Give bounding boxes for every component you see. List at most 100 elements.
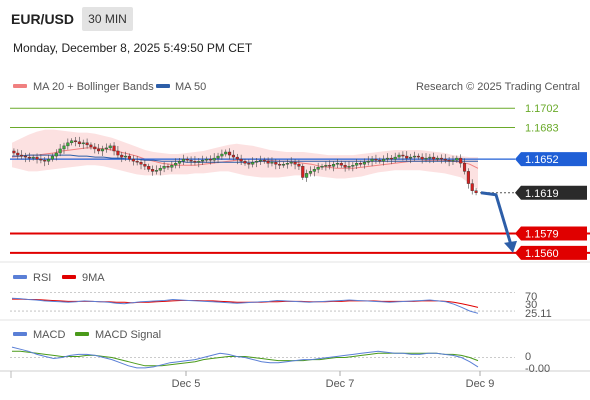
candle-body — [47, 158, 51, 162]
candle-body — [447, 159, 451, 162]
candle-body — [351, 165, 355, 167]
candle-body — [228, 151, 232, 156]
candle-body — [470, 183, 474, 191]
candle-body — [147, 166, 151, 170]
candle-body — [39, 158, 43, 161]
candle-body — [385, 157, 390, 160]
candle-body — [443, 158, 447, 161]
candle-body — [16, 152, 20, 156]
level-label-1.1579: 1.1579 — [525, 229, 559, 241]
rsi-level-30-label: 30 — [525, 299, 537, 311]
level-label-1.1619: 1.1619 — [525, 188, 559, 200]
candle-body — [459, 157, 463, 164]
candle-body — [420, 156, 424, 160]
candle-body — [305, 173, 309, 178]
candle-body — [335, 163, 339, 165]
rsi-panel — [10, 292, 515, 314]
candle-body — [466, 171, 470, 184]
candle-body — [281, 164, 286, 166]
candle-body — [374, 158, 378, 161]
candle-body — [355, 163, 359, 166]
datetime-label: Monday, December 8, 2025 5:49:50 PM CET — [13, 41, 253, 55]
candle-body — [204, 158, 209, 161]
candle-body — [366, 160, 370, 163]
candle-body — [274, 161, 278, 165]
macd-zero-label: 0 — [525, 351, 531, 363]
candle-body — [197, 160, 201, 163]
level-tag-1.1619 — [515, 185, 587, 200]
candle-body — [301, 166, 305, 178]
candle-body — [220, 153, 224, 157]
projection-arrow — [480, 191, 517, 253]
ma50-legend-swatch — [156, 84, 170, 88]
rsi-ma-legend-label: 9MA — [82, 272, 105, 284]
candle-body — [289, 161, 293, 164]
candle-body — [378, 159, 382, 162]
candle-body — [409, 156, 413, 159]
candle-body — [255, 160, 259, 163]
rsi-level-70-label: 70 — [525, 291, 537, 303]
projection-line — [480, 191, 513, 246]
level-label-1.1560: 1.1560 — [525, 248, 559, 260]
candle-body — [436, 157, 440, 160]
chart-header: EUR/USD 30 MIN Monday, December 8, 2025 … — [0, 0, 590, 70]
level-tag-1.1652 — [515, 152, 587, 167]
ma20-legend-label: MA 20 + Bollinger Bands — [33, 81, 154, 93]
candle-body — [455, 157, 459, 161]
candle-body — [166, 166, 170, 168]
level-price-labels: 1.1702 1.1683 1.1652 1.1619 1.1579 1.1560 — [515, 103, 587, 260]
candle-body — [370, 158, 374, 162]
projection-arrowhead — [504, 240, 517, 253]
candle-body — [278, 164, 282, 166]
candle-body — [50, 155, 54, 160]
candle-body — [224, 151, 228, 155]
macd-signal-legend-swatch — [75, 332, 89, 336]
candle-body — [131, 158, 135, 162]
candle-body — [451, 159, 455, 162]
candle-body — [54, 152, 58, 157]
candle-body — [116, 150, 120, 156]
candle-body — [462, 163, 467, 172]
support-resistance-levels — [10, 107, 590, 254]
candle-body — [231, 154, 235, 158]
x-tick-label: Dec 7 — [326, 378, 355, 390]
candle-body — [77, 141, 81, 145]
macd-legend-label: MACD — [33, 329, 65, 341]
candle-body — [266, 160, 270, 164]
macd-legend-swatch — [13, 332, 27, 336]
candle-body — [89, 144, 93, 148]
candle-body — [85, 142, 89, 146]
level-tag-1.1560 — [515, 245, 587, 260]
ma20-legend-swatch — [13, 84, 27, 88]
candle-body — [332, 164, 336, 167]
candle-body — [66, 142, 70, 147]
candle-body — [73, 140, 78, 143]
rsi-legend-label: RSI — [33, 272, 51, 284]
candle-body — [416, 155, 420, 158]
candle-body — [104, 147, 108, 150]
candle-body — [312, 169, 316, 172]
candle-body — [262, 159, 266, 162]
candle-body — [343, 165, 347, 168]
candle-body — [27, 156, 31, 159]
candle-body — [181, 158, 185, 162]
candle-body — [35, 156, 39, 160]
candle-body — [285, 163, 289, 165]
candle-body — [151, 169, 155, 172]
candle-body — [139, 161, 143, 165]
candle-body — [324, 165, 328, 167]
candle-body — [293, 161, 297, 165]
candle-body — [474, 190, 478, 193]
candle-body — [424, 157, 428, 160]
timeframe-badge[interactable]: 30 MIN — [82, 7, 133, 31]
macd-signal-legend-label: MACD Signal — [95, 329, 161, 341]
level-tag-1.1579 — [515, 226, 587, 241]
rsi-value-label: 25.11 — [525, 308, 552, 320]
candle-body — [328, 165, 332, 167]
candle-body — [20, 154, 24, 157]
candle-body — [397, 154, 401, 158]
level-label-1.1652: 1.1652 — [525, 154, 559, 166]
candle-body — [308, 171, 313, 174]
candle-body — [93, 146, 97, 150]
